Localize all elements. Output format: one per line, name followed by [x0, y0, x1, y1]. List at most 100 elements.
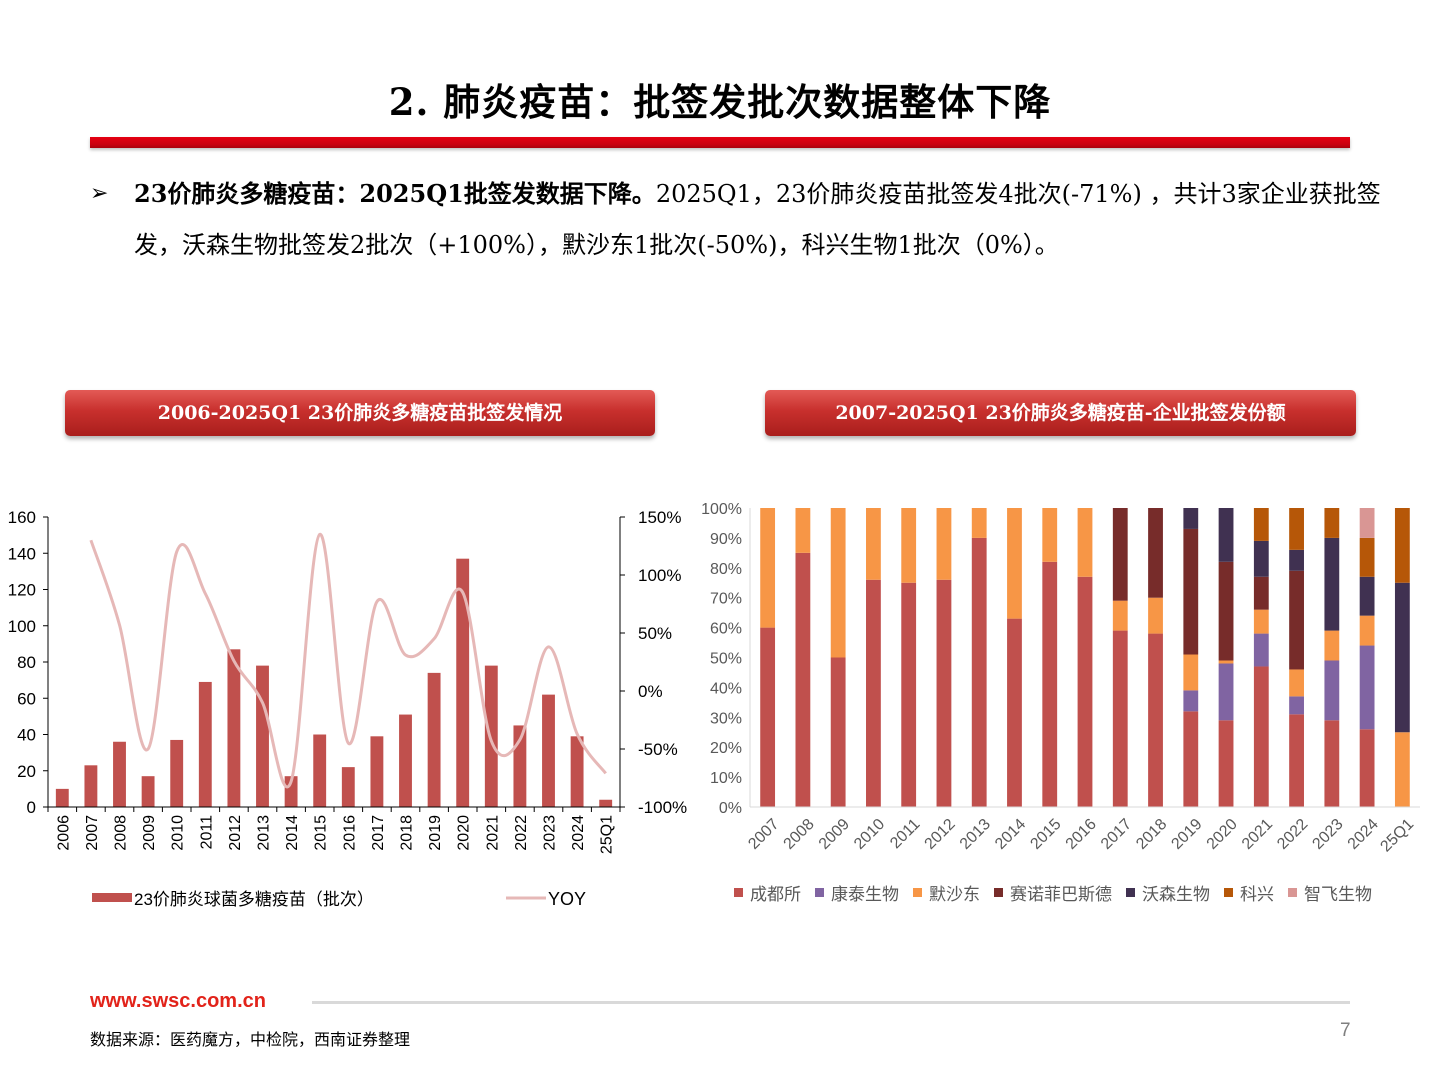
stack-2023 — [1324, 720, 1340, 807]
bullet-text-block: 23价肺炎多糖疫苗：2025Q1批签发数据下降。2025Q1，23价肺炎疫苗批签… — [134, 168, 1400, 271]
right-x-tick-label: 2019 — [1168, 816, 1205, 853]
stack-2020 — [1218, 660, 1234, 664]
right-x-tick-label: 2015 — [1027, 816, 1064, 853]
stack-2015 — [1042, 508, 1058, 562]
y2-tick-label: -100% — [638, 798, 687, 817]
x-tick-label: 2017 — [370, 815, 387, 851]
stack-2019 — [1183, 528, 1199, 655]
right-chart-header: 2007-2025Q1 23价肺炎多糖疫苗-企业批签发份额 — [765, 390, 1356, 436]
stack-2018 — [1148, 597, 1163, 634]
stack-2024 — [1359, 576, 1375, 616]
bullet-arrow-icon: ➢ — [90, 181, 109, 206]
bar-2015 — [313, 734, 327, 807]
page-number: 7 — [1340, 1020, 1351, 1041]
right-x-tick-label: 2023 — [1309, 816, 1346, 853]
stack-2007 — [760, 508, 776, 628]
x-tick-label: 2012 — [227, 815, 244, 851]
stack-2019 — [1183, 654, 1199, 691]
right-y-tick-label: 0% — [719, 800, 742, 817]
right-x-tick-label: 25Q1 — [1377, 816, 1417, 856]
right-y-tick-label: 50% — [710, 651, 742, 668]
stack-2020 — [1218, 720, 1234, 807]
bar-2019 — [427, 672, 441, 807]
footer-url[interactable]: www.swsc.com.cn — [90, 990, 266, 1012]
x-tick-label: 2024 — [570, 815, 587, 851]
right-x-tick-label: 2008 — [781, 816, 818, 853]
summary-bullet: ➢ 23价肺炎多糖疫苗：2025Q1批签发数据下降。2025Q1，23价肺炎疫苗… — [90, 168, 1400, 271]
legend-label: 科兴 — [1240, 885, 1274, 904]
stack-2024 — [1359, 508, 1375, 538]
right-y-tick-label: 70% — [710, 591, 742, 608]
y2-tick-label: 0% — [638, 682, 663, 701]
stack-2022 — [1289, 508, 1304, 550]
x-tick-label: 2006 — [55, 815, 72, 851]
right-y-tick-label: 30% — [710, 710, 742, 727]
bar-2014 — [284, 776, 298, 807]
legend-swatch — [1288, 888, 1297, 897]
bar-2024 — [570, 736, 584, 807]
right-y-tick-label: 60% — [710, 621, 742, 638]
right-x-tick-label: 2016 — [1063, 816, 1100, 853]
left-chart-bars — [55, 558, 613, 807]
bar-2016 — [341, 767, 355, 807]
stack-2019 — [1183, 690, 1199, 712]
stack-25Q1 — [1394, 732, 1410, 807]
bar-2023 — [542, 694, 555, 807]
legend-label: 康泰生物 — [831, 885, 899, 904]
right-x-tick-label: 2012 — [922, 816, 959, 853]
stack-2023 — [1324, 537, 1340, 631]
stack-2014 — [1007, 618, 1022, 807]
stack-2020 — [1218, 561, 1234, 661]
stack-2022 — [1289, 696, 1304, 715]
y-tick-label: 0 — [27, 798, 36, 817]
right-x-tick-label: 2021 — [1239, 816, 1276, 853]
x-tick-label: 25Q1 — [599, 815, 616, 854]
stack-2007 — [760, 627, 776, 807]
legend-swatch — [913, 888, 922, 897]
bar-2009 — [141, 776, 155, 807]
legend-line-label: YOY — [548, 889, 586, 909]
stack-2022 — [1289, 714, 1304, 807]
left-chart-axes: 0 20 40 60 80 100 120 140 160 -100% -50% 0% 50% 100% 1… — [8, 508, 688, 854]
stack-2019 — [1183, 508, 1199, 529]
stack-2021 — [1253, 633, 1269, 667]
stack-25Q1 — [1394, 508, 1410, 583]
legend-swatch — [734, 888, 743, 897]
right-x-tick-label: 2020 — [1204, 816, 1241, 853]
x-tick-label: 2009 — [141, 815, 158, 851]
right-x-tick-label: 2018 — [1133, 816, 1170, 853]
stack-2015 — [1042, 561, 1058, 807]
stack-2012 — [936, 508, 952, 580]
bar-2006 — [55, 788, 69, 807]
stack-2016 — [1077, 576, 1093, 807]
right-x-tick-label: 2024 — [1345, 816, 1382, 853]
legend-label: 智飞生物 — [1304, 885, 1372, 904]
title-rule — [90, 137, 1350, 148]
legend-label: 沃森生物 — [1142, 885, 1210, 904]
right-x-tick-label: 2022 — [1274, 816, 1311, 853]
legend-bar-label: 23价肺炎球菌多糖疫苗（批次） — [134, 890, 374, 909]
legend-label: 赛诺菲巴斯德 — [1010, 884, 1112, 904]
stack-2017 — [1112, 508, 1128, 601]
right-x-tick-label: 2009 — [816, 816, 853, 853]
x-tick-label: 2010 — [170, 815, 187, 851]
right-y-tick-label: 100% — [701, 501, 742, 518]
bar-25Q1 — [599, 799, 613, 807]
stack-25Q1 — [1394, 582, 1410, 733]
stack-2022 — [1289, 669, 1304, 697]
y-tick-label: 80 — [17, 653, 36, 672]
x-tick-label: 2014 — [284, 815, 301, 851]
stack-2023 — [1324, 508, 1340, 538]
stack-2021 — [1253, 666, 1269, 807]
right-x-tick-label: 2011 — [887, 816, 923, 852]
bar-2018 — [399, 714, 412, 807]
right-x-tick-label: 2013 — [957, 816, 994, 853]
x-tick-label: 2015 — [313, 815, 330, 851]
stack-2008 — [795, 552, 811, 807]
right-y-tick-label: 10% — [710, 770, 742, 787]
bar-2013 — [256, 665, 269, 807]
left-chart-legend: 23价肺炎球菌多糖疫苗（批次） YOY — [92, 889, 586, 909]
right-x-tick-label: 2014 — [992, 816, 1029, 853]
stack-2021 — [1253, 508, 1269, 541]
bullet-body-text: 2025Q1，23价肺炎疫苗批签发4批次(-71%) ，共计3家企业获批签发，沃… — [134, 180, 1381, 259]
